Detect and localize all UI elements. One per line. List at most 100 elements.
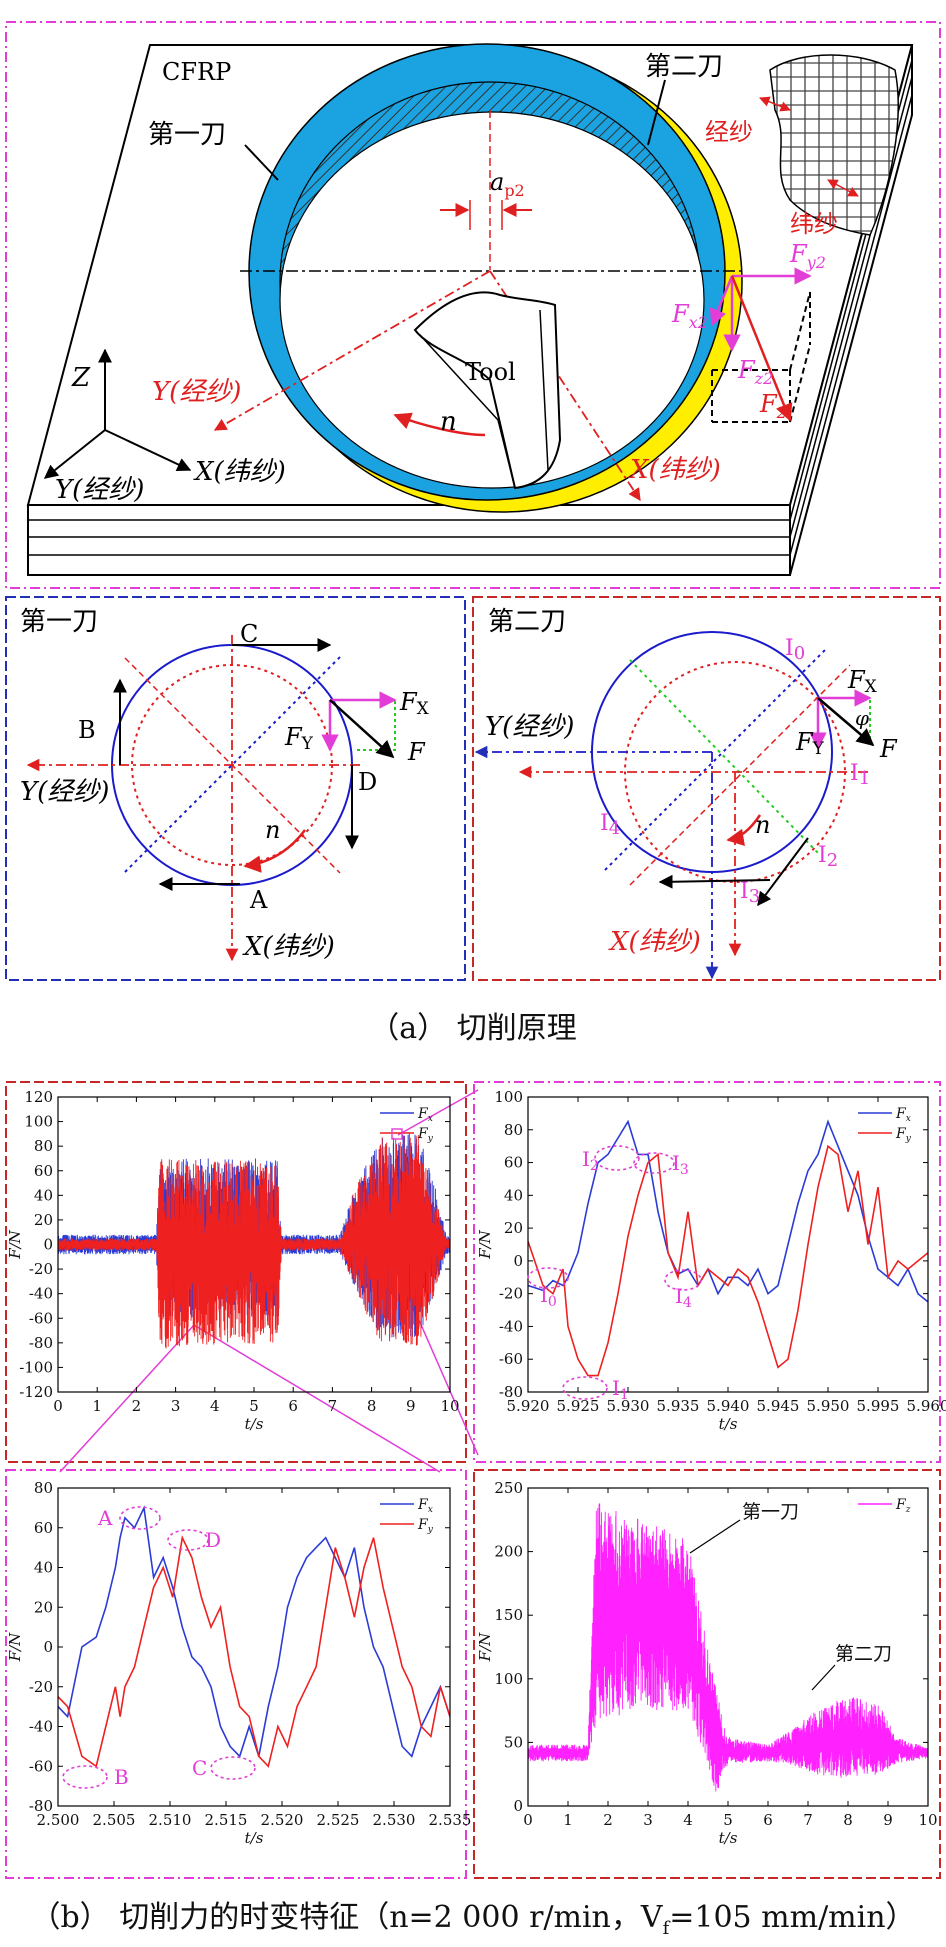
y-warp-label-a: Y(经纱)	[152, 377, 241, 407]
plot-area	[528, 1503, 928, 1792]
chart-thrust-force: 0 1 2 3 4 5 6 7 8 9 10 250 200 150 100 50 0 t/s F/N Fz	[476, 1479, 938, 1847]
x-tick-label: 5.940	[707, 1397, 750, 1415]
plot-frame	[57, 1096, 451, 1393]
y-axis-label: F/N	[476, 1229, 494, 1259]
y-tick-label: 40	[34, 1559, 53, 1577]
label-b: B	[114, 1765, 129, 1789]
y-tick-label: 100	[494, 1670, 523, 1688]
y-tick-label: -40	[29, 1285, 53, 1303]
x-tick-label: 5.935	[657, 1397, 700, 1415]
legend-label-Fz: Fz	[895, 1497, 911, 1515]
tool	[413, 291, 562, 490]
y-tick-label: 20	[504, 1219, 523, 1237]
y-tick-label: 40	[504, 1186, 523, 1204]
y-axis-label: F/N	[476, 1632, 494, 1662]
y-tick-label: 0	[513, 1252, 523, 1270]
chart-first-pass-zoom: 2.500 2.505 2.510 2.515 2.520 2.525 2.530 2.535…	[6, 1479, 471, 1847]
p2-x-weft-label: X(纬纱)	[608, 927, 701, 957]
plot-frame	[527, 1096, 929, 1393]
legend: Fx Fy	[858, 1106, 912, 1144]
rotation-label-a: n	[440, 407, 457, 437]
marker-i0	[527, 1267, 569, 1289]
y-tick-label: -60	[29, 1309, 53, 1327]
x-tick-label: 8	[367, 1397, 377, 1415]
cfrp-label: CFRP	[162, 58, 231, 86]
x-tick-label: 10	[440, 1397, 459, 1415]
x-tick-label: 5.930	[607, 1397, 650, 1415]
p1-f-label: F	[407, 738, 426, 766]
fy2-label: Fy2	[789, 240, 826, 272]
y-tick-label: -60	[499, 1350, 523, 1368]
warp-arrow	[759, 96, 791, 112]
x-tick-label: 2.525	[317, 1811, 360, 1829]
x-tick-label: 5.950	[807, 1397, 850, 1415]
weft-arrow	[827, 179, 859, 197]
x-tick-label: 9	[406, 1397, 416, 1415]
p1-n-label: n	[265, 816, 280, 844]
p1-point-a: A	[249, 886, 268, 914]
frame-chart-zoom2	[473, 1081, 941, 1463]
second-pass-label-a: 第二刀	[645, 52, 723, 82]
x-tick-label: 9	[883, 1811, 893, 1829]
panel-second-pass-title: 第二刀	[488, 607, 566, 637]
y-tick-label: -20	[29, 1260, 53, 1278]
x-tick-label: 5.925	[557, 1397, 600, 1415]
p1-fy-label: FY	[284, 723, 314, 754]
y-tick-label: 80	[34, 1137, 53, 1155]
callout-second-pass	[811, 1664, 836, 1691]
x-axis-label: t/s	[245, 1829, 264, 1847]
y-tick-label: 20	[34, 1211, 53, 1229]
series-Fy	[58, 1535, 450, 1768]
x-tick-label: 1	[92, 1397, 102, 1415]
tool-label: Tool	[465, 358, 516, 386]
y-axis-label: F/N	[6, 1632, 24, 1662]
legend-sub: x	[428, 1114, 433, 1124]
y-tick-label: -100	[19, 1358, 53, 1376]
marker-i4	[664, 1269, 702, 1291]
y-tick-label: -40	[499, 1317, 523, 1335]
zoom-marker	[391, 1128, 403, 1140]
panel-first-pass-title: 第一刀	[20, 607, 98, 637]
y-tick-label: -20	[499, 1285, 523, 1303]
x-tick-label: 1	[563, 1811, 573, 1829]
label-i0: I0	[540, 1283, 557, 1310]
x-tick-label: 5.945	[757, 1397, 800, 1415]
p2-i2-label: I2	[818, 843, 838, 871]
plot-area	[58, 1505, 450, 1768]
y-tick-label: -120	[19, 1383, 53, 1401]
p2-f-label: F	[879, 735, 898, 763]
x-axis-label: t/s	[719, 1829, 738, 1847]
rotation-arrow-a	[393, 412, 486, 437]
legend-label-Fx: Fx	[417, 1106, 433, 1124]
fz2-label: Fz2	[737, 356, 773, 388]
legend-label-Fy: Fy	[417, 1126, 434, 1144]
label-i2-sub: 2	[590, 1158, 599, 1174]
p2-i1-label: I1	[850, 761, 870, 789]
y-tick-label: 20	[34, 1598, 53, 1616]
y-tick-label: -80	[29, 1797, 53, 1815]
x-tick-label: 2.530	[373, 1811, 416, 1829]
x-tick-label: 2.535	[429, 1811, 472, 1829]
caption-b-end: =105 mm/min）	[669, 1900, 916, 1935]
y-tick-label: -80	[29, 1334, 53, 1352]
marker-i2	[594, 1145, 640, 1171]
x-tick-label: 5.995	[857, 1397, 900, 1415]
x-tick-label: 3	[643, 1811, 653, 1829]
y-tick-label: 100	[494, 1088, 523, 1106]
y-tick-label: 0	[43, 1236, 53, 1254]
p2-fx-label: FX	[847, 666, 878, 697]
x-weft-label-a: X(纬纱)	[628, 455, 721, 485]
p2-y-warp-label: Y(经纱)	[485, 712, 574, 742]
x-tick-label: 8	[843, 1811, 853, 1829]
p2-i4-label: I4	[600, 811, 620, 839]
legend-sub: y	[427, 1525, 434, 1535]
y-tick-label: 40	[34, 1186, 53, 1204]
label-c: C	[192, 1756, 207, 1780]
x-tick-label: 5	[249, 1397, 259, 1415]
label-i4: I4	[675, 1284, 692, 1311]
frame-chart-fz	[473, 1469, 941, 1879]
first-pass-label-a: 第一刀	[148, 120, 226, 150]
x-tick-label: 5	[723, 1811, 733, 1829]
f2-arrow	[730, 275, 793, 422]
